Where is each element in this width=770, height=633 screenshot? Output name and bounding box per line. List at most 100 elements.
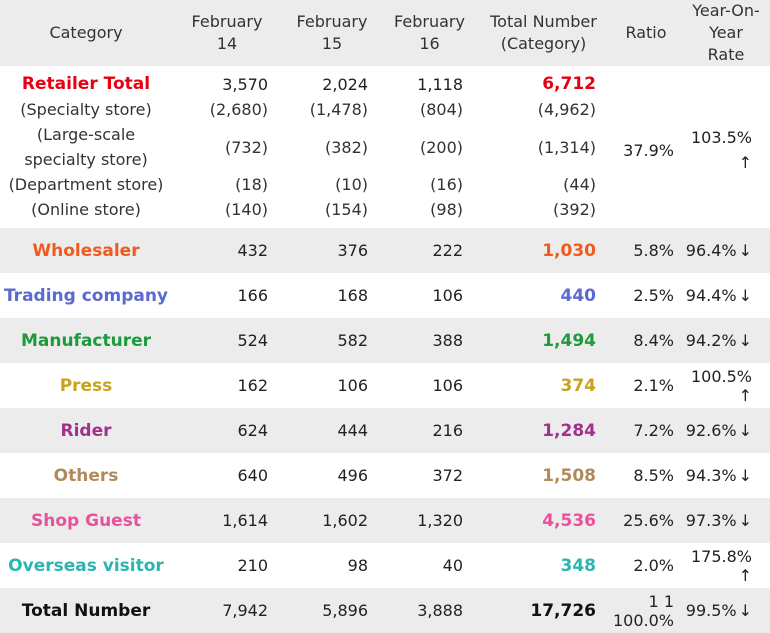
row-yoy: 100.5%↑ (682, 363, 770, 408)
row-ratio: 2.5% (610, 273, 682, 318)
row-feb14: 166 (172, 273, 282, 318)
header-feb15: February 15 (282, 0, 382, 66)
row-name: Rider (0, 408, 172, 453)
retailer-name: Retailer Total (0, 66, 172, 97)
retailer-feb14: 3,570 (172, 66, 282, 97)
sub-feb16: (804) (382, 97, 477, 122)
table-row-retailer: Retailer Total 3,570 2,024 1,118 6,712 3… (0, 66, 770, 228)
up-arrow-icon: ↑ (738, 153, 752, 172)
row-ratio: 2.0% (610, 543, 682, 588)
row-yoy: 94.3% ↓ (682, 453, 770, 498)
retailer-feb15: 2,024 (282, 66, 382, 97)
row-feb16: 372 (382, 453, 477, 498)
sub-feb14: (140) (172, 197, 282, 228)
trend-arrow-icon: ↓ (738, 466, 752, 485)
sub-feb15: (1,478) (282, 97, 382, 122)
row-feb16: 1,320 (382, 498, 477, 543)
trend-arrow-icon: ↓ (738, 331, 752, 350)
row-total: 374 (477, 363, 610, 408)
trend-arrow-icon: ↑ (738, 385, 752, 405)
row-feb15: 444 (282, 408, 382, 453)
row-total: 1,030 (477, 228, 610, 273)
row-feb16: 106 (382, 273, 477, 318)
row-feb14: 432 (172, 228, 282, 273)
header-feb16: February 16 (382, 0, 477, 66)
row-total: 17,726 (477, 588, 610, 633)
sub-name: (Large-scale specialty store) (0, 122, 172, 172)
sub-feb14: (18) (172, 172, 282, 197)
row-name: Press (0, 363, 172, 408)
row-ratio: 1 1 100.0% (610, 588, 682, 633)
row-feb14: 7,942 (172, 588, 282, 633)
row-feb15: 168 (282, 273, 382, 318)
table-row: Trading company 166 168 106 440 2.5% 94.… (0, 273, 770, 318)
table-row-total: Total Number 7,942 5,896 3,888 17,726 1 … (0, 588, 770, 633)
row-feb15: 376 (282, 228, 382, 273)
row-feb15: 582 (282, 318, 382, 363)
table-header: Category February 14 February 15 February 1… (0, 0, 770, 66)
header-total: Total Number (Category) (477, 0, 610, 66)
sub-feb16: (98) (382, 197, 477, 228)
row-feb14: 640 (172, 453, 282, 498)
row-name: Others (0, 453, 172, 498)
trend-arrow-icon: ↓ (738, 241, 752, 260)
category-rows: Wholesaler 432 376 222 1,030 5.8% 96.4% ↓… (0, 228, 770, 633)
row-total: 1,494 (477, 318, 610, 363)
row-yoy: 94.4% ↓ (682, 273, 770, 318)
retailer-total: 6,712 (477, 66, 610, 97)
trend-arrow-icon: ↑ (738, 565, 752, 585)
row-ratio: 2.1% (610, 363, 682, 408)
row-feb16: 40 (382, 543, 477, 588)
row-name: Wholesaler (0, 228, 172, 273)
row-name: Trading company (0, 273, 172, 318)
retailer-yoy: 103.5%↑ (682, 66, 770, 228)
sub-feb16: (200) (382, 122, 477, 172)
row-feb15: 496 (282, 453, 382, 498)
sub-name: (Department store) (0, 172, 172, 197)
sub-feb15: (154) (282, 197, 382, 228)
row-yoy: 99.5% ↓ (682, 588, 770, 633)
table-row: Wholesaler 432 376 222 1,030 5.8% 96.4% ↓ (0, 228, 770, 273)
row-feb14: 624 (172, 408, 282, 453)
table-row: Others 640 496 372 1,508 8.5% 94.3% ↓ (0, 453, 770, 498)
sub-feb14: (732) (172, 122, 282, 172)
table-row: Press 162 106 106 374 2.1% 100.5%↑ (0, 363, 770, 408)
trend-arrow-icon: ↓ (738, 421, 752, 440)
row-ratio: 7.2% (610, 408, 682, 453)
sub-feb15: (382) (282, 122, 382, 172)
sub-feb15: (10) (282, 172, 382, 197)
row-feb15: 1,602 (282, 498, 382, 543)
row-name: Overseas visitor (0, 543, 172, 588)
row-yoy: 94.2% ↓ (682, 318, 770, 363)
row-yoy: 175.8%↑ (682, 543, 770, 588)
row-total: 1,508 (477, 453, 610, 498)
header-yoy: Year-On-Year Rate (682, 0, 770, 66)
row-name: Shop Guest (0, 498, 172, 543)
retailer-feb16: 1,118 (382, 66, 477, 97)
row-feb15: 106 (282, 363, 382, 408)
sub-total: (4,962) (477, 97, 610, 122)
sub-total: (1,314) (477, 122, 610, 172)
sub-feb14: (2,680) (172, 97, 282, 122)
row-ratio: 8.5% (610, 453, 682, 498)
sub-total: (392) (477, 197, 610, 228)
trend-arrow-icon: ↓ (738, 286, 752, 305)
row-feb15: 98 (282, 543, 382, 588)
trend-arrow-icon: ↓ (738, 511, 752, 530)
table-row: Manufacturer 524 582 388 1,494 8.4% 94.2… (0, 318, 770, 363)
table-row: Rider 624 444 216 1,284 7.2% 92.6% ↓ (0, 408, 770, 453)
sub-total: (44) (477, 172, 610, 197)
row-total: 348 (477, 543, 610, 588)
row-total: 440 (477, 273, 610, 318)
table-subrow: (Department store) (18) (10) (16) (44) (0, 172, 770, 197)
table-subrow: (Specialty store) (2,680) (1,478) (804) … (0, 97, 770, 122)
sub-name: (Specialty store) (0, 97, 172, 122)
row-feb14: 524 (172, 318, 282, 363)
retailer-ratio: 37.9% (610, 66, 682, 228)
sub-feb16: (16) (382, 172, 477, 197)
header-feb14: February 14 (172, 0, 282, 66)
table-subrow: (Online store) (140) (154) (98) (392) (0, 197, 770, 228)
row-yoy: 92.6% ↓ (682, 408, 770, 453)
header-category: Category (0, 0, 172, 66)
